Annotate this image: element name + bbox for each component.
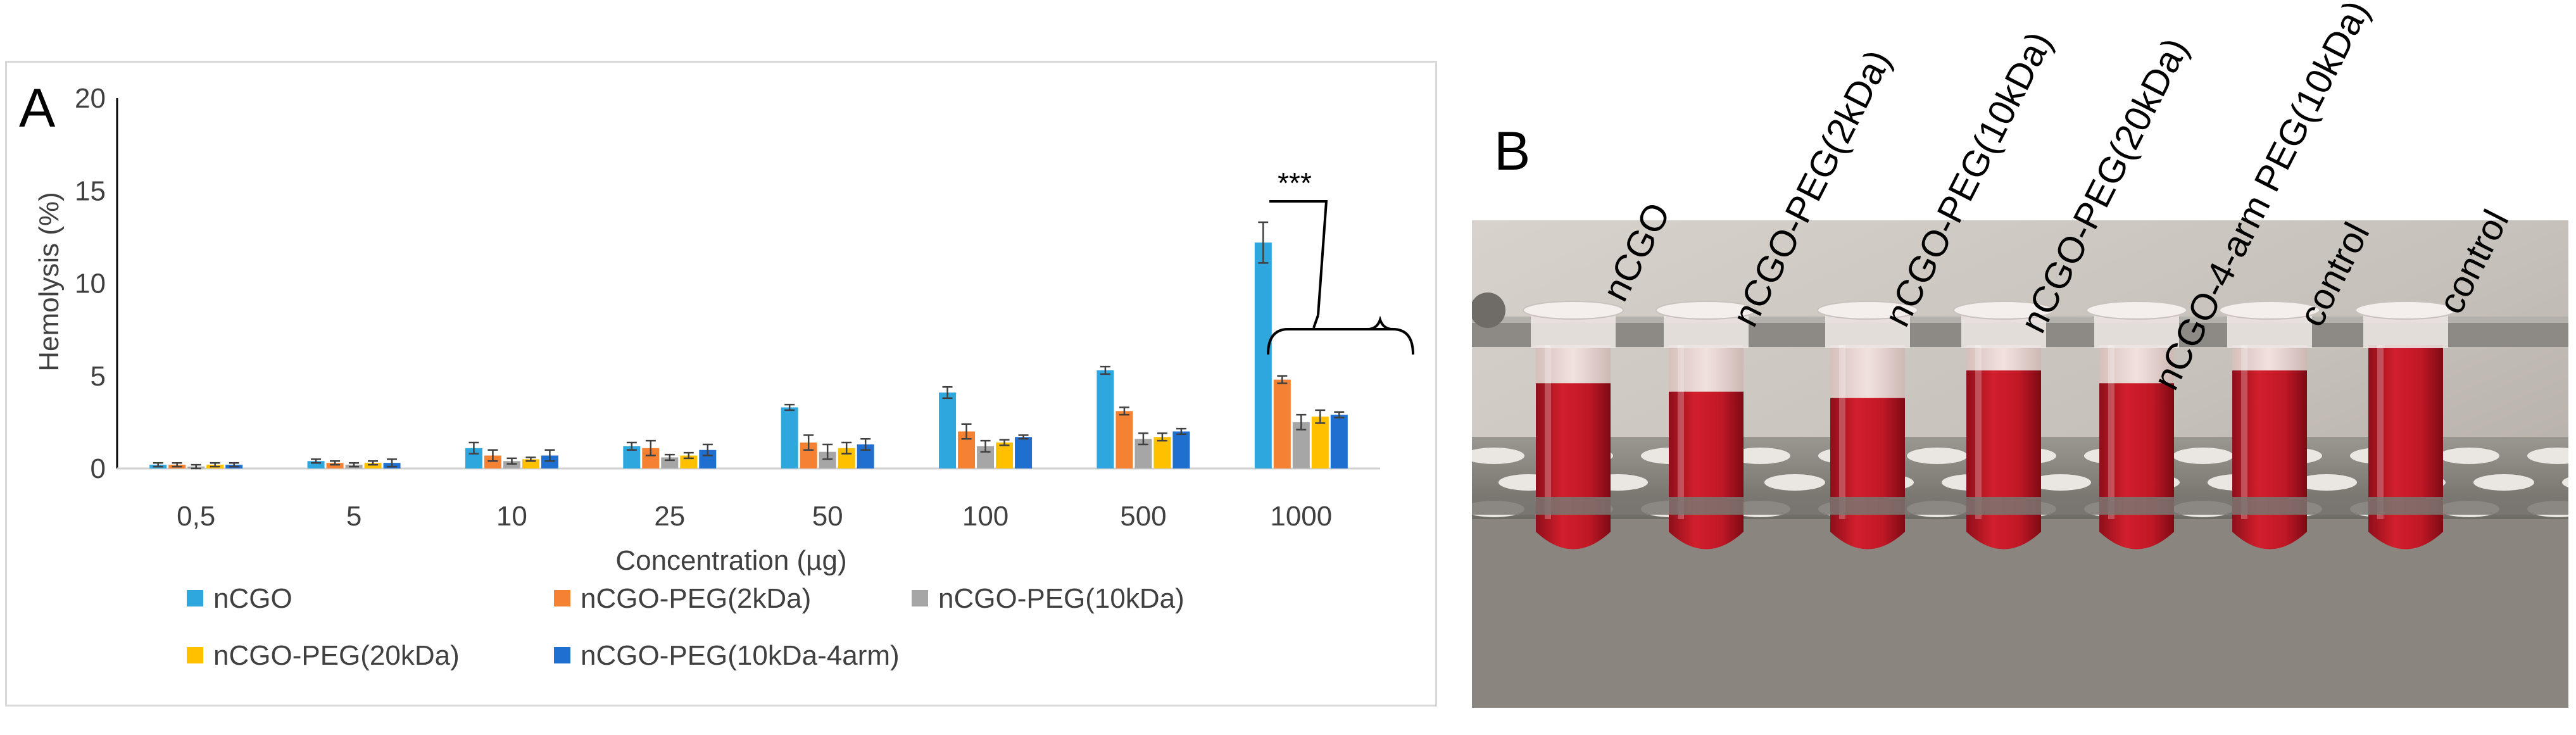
significance-bracket: *** [1267,166,1414,355]
panel-a-letter: A [19,78,56,139]
x-tick-label: 25 [654,501,685,532]
bar [1153,437,1171,468]
y-tick-label: 5 [91,361,106,392]
rack-hole [1764,474,1825,491]
legend-label: nCGO-PEG(10kDa) [938,583,1184,614]
x-axis: 0,5 5 10 25 50 100 500 1000 [117,467,1380,532]
tube-cap [2086,301,2187,320]
x-tick-label: 10 [496,501,527,532]
rack-hole [2296,474,2357,491]
x-tick-label: 5 [346,501,361,532]
rack-front-rail [1472,497,2568,515]
tube-highlight [1975,345,1982,519]
tube-highlight [1839,345,1845,519]
tube-supernatant [1966,345,2041,371]
panel-a-frame [5,61,1437,707]
tube-highlight [2241,345,2247,519]
bar [541,455,558,468]
y-axis: 0 5 10 15 20 [75,83,118,484]
rack-hole [1730,448,1790,464]
tube-supernatant [1830,345,1905,398]
bar [939,393,957,468]
bar [996,443,1014,468]
bar [1311,417,1329,468]
y-tick-label: 10 [75,268,106,299]
legend-label: nCGO [213,583,292,614]
tube-supernatant [2232,345,2307,371]
legend-label: nCGO-PEG(20kDa) [213,640,460,671]
bar [1172,431,1190,468]
significance-line [1269,200,1328,329]
rack-screw [1472,292,1505,328]
hemolysis-bar-chart: Hemolysis (%) Concentration (µg) 0 5 10 15 2… [34,83,1414,671]
rack-hole [1472,448,1524,464]
bar [1273,379,1291,468]
bar [1254,242,1272,468]
bar [1015,437,1033,468]
x-tick-label: 0,5 [177,501,215,532]
tube-cap [1953,301,2054,320]
rack-hole [2439,448,2499,464]
tube-highlight [2377,345,2384,519]
y-axis-label: Hemolysis (%) [34,192,65,372]
rack-hole [2473,474,2534,491]
x-axis-label: Concentration (µg) [615,545,846,576]
legend-swatch [554,647,570,663]
tube-supernatant [1536,345,1611,384]
tube-highlight [2108,345,2114,519]
bar [484,455,501,468]
rack-hole [2173,448,2234,464]
legend-swatch [187,590,203,606]
tube-highlight [1678,345,1684,519]
group-brace [1267,315,1414,355]
legend-swatch [554,590,570,606]
y-tick-label: 20 [75,83,106,114]
legend-label: nCGO-PEG(10kDa-4arm) [581,640,900,671]
bar [1330,415,1348,468]
x-tick-label: 500 [1120,501,1166,532]
x-tick-label: 100 [962,501,1008,532]
rack-base [1472,519,2568,708]
tube-cap [1817,301,1918,320]
error-bars [153,221,1345,470]
rack-hole [2030,474,2091,491]
y-tick-label: 15 [75,175,106,206]
significance-label: *** [1278,166,1312,199]
x-tick-label: 1000 [1270,501,1332,532]
bar [326,463,344,468]
legend-swatch [187,647,203,663]
tube-cap [2355,301,2456,320]
panel-b-letter: B [1494,121,1530,182]
tube-supernatant [2099,345,2174,384]
rack-hole [1907,448,1968,464]
legend: nCGO nCGO-PEG(2kDa) nCGO-PEG(10kDa) nCGO-PE… [187,583,1184,671]
bar [503,461,520,468]
tube-rack-photo: B nCGO nCGO-PEG(2kDa)nCGO-PEG(10kDa)nCGO-… [1472,0,2568,708]
x-tick-label: 50 [812,501,843,532]
bar [364,463,382,468]
bar [307,461,325,468]
bars [149,242,1348,468]
bar [781,407,798,468]
rack-hole [2562,477,2568,487]
tube-supernatant [1669,345,1744,392]
tube-cap [1656,301,1757,320]
tube-highlight [1545,345,1551,519]
rack-hole [2527,448,2568,464]
y-tick-label: 0 [91,453,106,484]
tube-cap [2219,301,2320,320]
bar [1096,370,1114,468]
bar [1115,411,1133,468]
legend-swatch [912,590,928,606]
tube-cap [1523,301,1624,320]
legend-label: nCGO-PEG(2kDa) [581,583,811,614]
